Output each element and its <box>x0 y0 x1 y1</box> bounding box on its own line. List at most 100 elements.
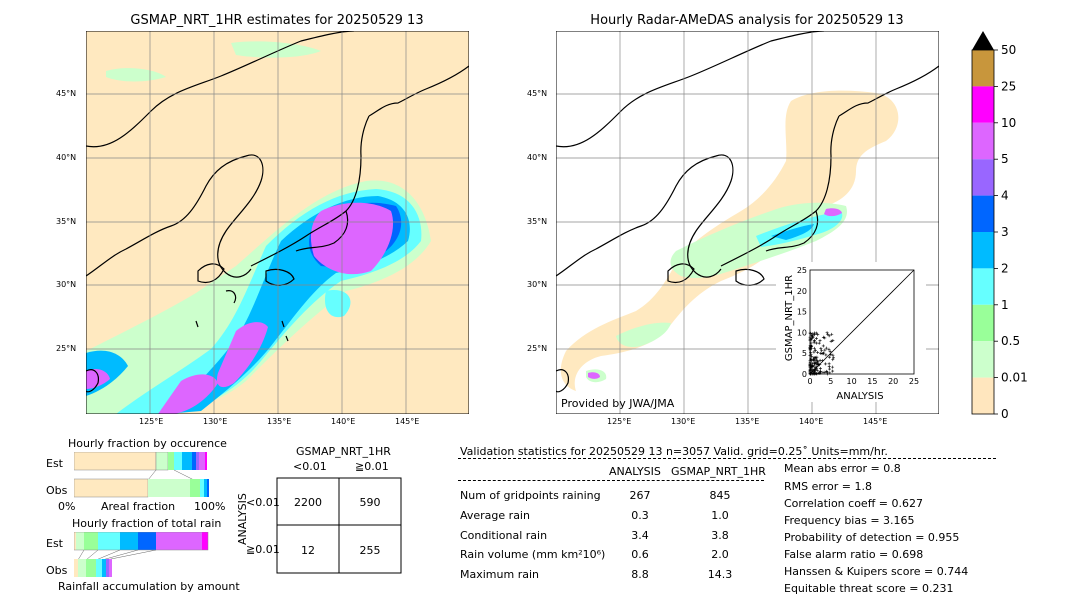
scatter-point <box>811 335 815 339</box>
score-ets: Equitable threat score = 0.231 <box>784 582 954 595</box>
contingency-cell-22: 255 <box>359 544 381 557</box>
left-coastlines <box>86 31 469 393</box>
colorbar-segment <box>972 195 994 232</box>
contingency-cell-12: 590 <box>359 496 381 509</box>
score-far: False alarm ratio = 0.698 <box>784 548 924 561</box>
contingency-title: GSMAP_NRT_1HR <box>296 445 391 458</box>
right-lat-label: 35°N <box>527 217 548 226</box>
rainfall-caption: Rainfall accumulation by amount <box>58 580 240 593</box>
contingency-col-ge: ≧0.01 <box>355 460 389 473</box>
scatter-point <box>831 353 835 357</box>
scatter-y-tick: 20 <box>797 287 807 296</box>
left-lon-label: 145°E <box>395 417 420 426</box>
scatter-point <box>815 368 819 372</box>
contingency-col-lt: <0.01 <box>293 460 327 473</box>
left-lon-label: 125°E <box>139 417 164 426</box>
scatter-point <box>808 372 812 376</box>
left-lat-label: 40°N <box>56 153 77 162</box>
scatter-point <box>809 368 813 372</box>
scatter-x-tick: 5 <box>828 377 833 386</box>
colorbar-label: 25 <box>1001 79 1016 93</box>
left-lat-label: 30°N <box>56 280 77 289</box>
scatter-point <box>808 359 812 363</box>
scatter-point <box>821 359 825 363</box>
scatter-point <box>812 346 816 350</box>
scatter-point <box>824 353 828 357</box>
scatter-point <box>809 354 813 358</box>
scatter-point <box>827 362 831 366</box>
scatter-point <box>823 336 827 340</box>
validation-col-analysis: ANALYSIS <box>609 465 661 478</box>
total-est-label: Est <box>46 537 63 550</box>
scatter-point <box>831 369 835 373</box>
validation-table-rule <box>458 480 764 481</box>
scatter-point <box>812 339 816 343</box>
data-credit: Provided by JWA/JMA <box>561 397 675 410</box>
scatter-point <box>810 332 814 336</box>
left-lat-label: 45°N <box>56 89 77 98</box>
scatter-point <box>828 350 832 354</box>
colorbar-label: 2 <box>1001 261 1009 275</box>
right-lon-label: 135°E <box>735 417 760 426</box>
scatter-point <box>828 367 832 371</box>
right-lon-label: 145°E <box>863 417 888 426</box>
left-lon-label: 140°E <box>331 417 356 426</box>
scatter-point <box>831 358 835 362</box>
score-mae: Mean abs error = 0.8 <box>784 462 901 475</box>
contingency-cell-21: 12 <box>301 544 315 557</box>
scatter-point <box>825 331 829 335</box>
scatter-xlabel: ANALYSIS <box>836 391 883 402</box>
scatter-point <box>826 372 830 376</box>
scatter-point <box>809 351 813 355</box>
left-map-grid <box>86 31 469 414</box>
scatter-point <box>829 353 833 357</box>
scatter-point <box>817 341 821 345</box>
right-lat-label: 40°N <box>527 153 548 162</box>
scatter-x-tick: 25 <box>909 377 919 386</box>
colorbar-segment <box>972 232 994 269</box>
score-frequency-bias: Frequency bias = 3.165 <box>784 514 915 527</box>
scatter-point <box>812 372 816 376</box>
scatter-points <box>808 331 835 376</box>
right-lon-label: 130°E <box>671 417 696 426</box>
scatter-ylabel: GSMAP_NRT_1HR <box>784 275 795 361</box>
colorbar-segment <box>972 159 994 196</box>
scatter-point <box>820 349 824 353</box>
right-lat-label: 45°N <box>527 89 548 98</box>
colorbar-label: 0.01 <box>1001 371 1028 385</box>
contingency-row-ge: ≧0.01 <box>246 543 280 556</box>
colorbar-label: 1 <box>1001 298 1009 312</box>
scatter-point <box>812 350 816 354</box>
contingency-cell-11: 2200 <box>294 496 322 509</box>
scatter-point <box>831 365 835 369</box>
scatter-inset: 00 5 5 10 10 15 15 20 20 25 25 ANALYSIS GSMAP_NRT_… <box>776 262 926 402</box>
validation-header-rule <box>458 458 996 459</box>
contingency-grid <box>276 477 402 574</box>
colorbar: 50 25 10 5 4 3 2 1 0.5 0.01 0 <box>971 31 1028 420</box>
left-lat-label: 25°N <box>56 344 77 353</box>
scatter-point <box>808 348 812 352</box>
scatter-point <box>826 332 830 336</box>
scatter-point <box>828 355 832 359</box>
scatter-point <box>825 369 829 373</box>
scatter-y-tick: 25 <box>797 266 807 275</box>
scatter-point <box>816 363 820 367</box>
scatter-point <box>827 347 831 351</box>
scatter-point <box>813 331 817 335</box>
scatter-point <box>814 357 818 361</box>
scatter-point <box>823 370 827 374</box>
scatter-x-tick: 10 <box>847 377 857 386</box>
right-lon-label: 125°E <box>607 417 632 426</box>
scatter-x-tick: 20 <box>888 377 898 386</box>
scatter-point <box>828 371 832 375</box>
scatter-point <box>818 339 822 343</box>
scatter-point <box>821 335 825 339</box>
scatter-point <box>809 345 813 349</box>
scatter-point <box>815 355 819 359</box>
scatter-point <box>809 352 813 356</box>
colorbar-segment <box>972 341 994 378</box>
colorbar-extend-arrow <box>972 31 994 50</box>
validation-header: Validation statistics for 20250529 13 n=… <box>460 445 888 458</box>
scatter-point <box>831 338 835 342</box>
scatter-point <box>827 364 831 368</box>
